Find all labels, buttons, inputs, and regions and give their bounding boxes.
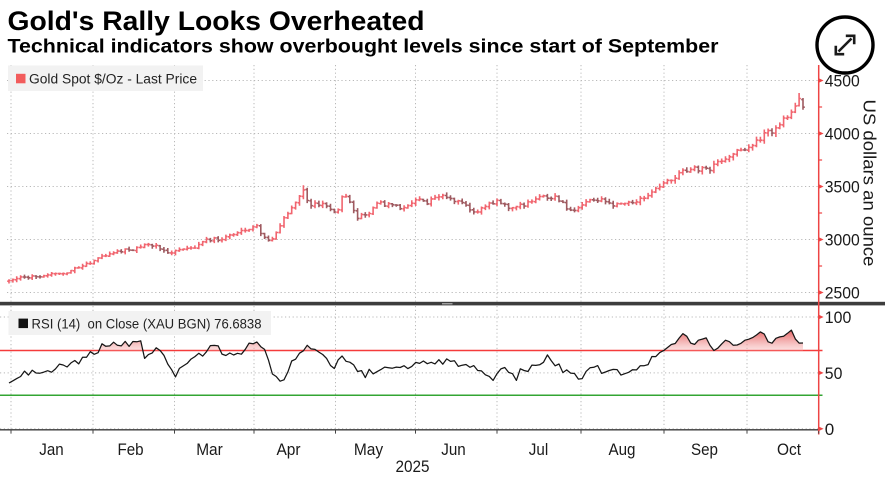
svg-text:RSI (14) on Close (XAU BGN) 7: RSI (14) on Close (XAU BGN) 76.6838 — [32, 316, 262, 331]
svg-text:Aug: Aug — [609, 441, 636, 459]
svg-text:Gold's Rally Looks Overheated: Gold's Rally Looks Overheated — [8, 6, 425, 36]
svg-text:Jan: Jan — [39, 441, 63, 459]
svg-text:Jun: Jun — [441, 441, 466, 459]
svg-text:Technical indicators show over: Technical indicators show overbought lev… — [8, 36, 719, 58]
svg-text:50: 50 — [825, 364, 843, 383]
svg-text:100: 100 — [825, 308, 852, 327]
svg-text:Jul: Jul — [529, 441, 548, 459]
svg-text:US dollars an ounce: US dollars an ounce — [860, 100, 880, 267]
svg-text:Sep: Sep — [691, 441, 718, 459]
svg-text:May: May — [354, 441, 384, 459]
svg-text:Mar: Mar — [196, 441, 223, 459]
svg-text:4500: 4500 — [825, 72, 860, 91]
svg-text:3500: 3500 — [825, 178, 860, 197]
svg-text:Apr: Apr — [276, 441, 301, 459]
svg-text:0: 0 — [825, 420, 834, 439]
svg-text:2025: 2025 — [396, 458, 430, 476]
svg-text:4000: 4000 — [825, 125, 860, 144]
svg-text:Gold Spot $/Oz - Last Price: Gold Spot $/Oz - Last Price — [29, 72, 197, 87]
svg-text:Oct: Oct — [777, 441, 801, 459]
svg-text:3000: 3000 — [825, 231, 860, 250]
svg-text:2500: 2500 — [825, 284, 860, 303]
svg-text:Feb: Feb — [117, 441, 143, 459]
